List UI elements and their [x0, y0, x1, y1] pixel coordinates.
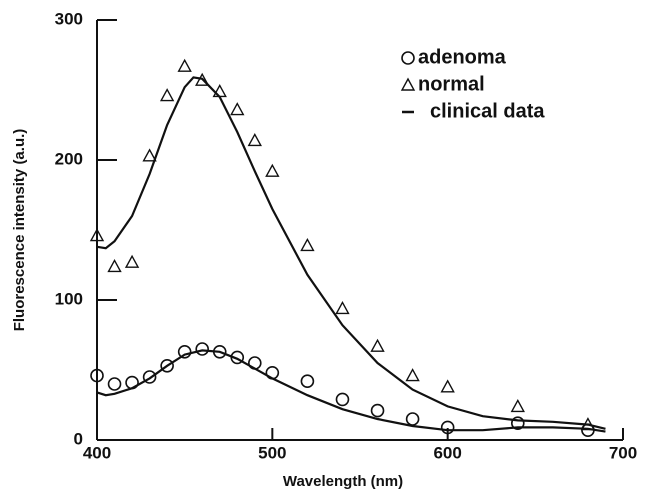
point	[159, 88, 175, 102]
point	[300, 237, 315, 252]
point	[142, 370, 157, 384]
y-tick-label: 200	[55, 149, 83, 168]
x-tick-label: 600	[433, 443, 461, 462]
x-axis-title: Wavelength (nm)	[283, 473, 403, 490]
point	[247, 132, 262, 147]
point	[510, 416, 525, 431]
point	[195, 342, 209, 356]
point	[335, 392, 350, 407]
point	[440, 420, 455, 435]
legend-label: normal	[418, 73, 485, 95]
point	[300, 374, 315, 389]
point	[405, 368, 420, 382]
point	[89, 228, 105, 242]
y-tick-label: 0	[74, 429, 83, 448]
point	[335, 300, 350, 315]
curve	[96, 76, 606, 430]
x-tick-label: 700	[609, 443, 637, 462]
y-tick-label: 300	[55, 9, 83, 28]
y-tick-label: 100	[55, 289, 83, 308]
point	[401, 51, 415, 65]
point	[160, 358, 174, 373]
point	[510, 398, 525, 413]
point	[370, 403, 385, 418]
curve	[96, 349, 606, 433]
point	[212, 83, 227, 98]
y-axis-title: Fluorescence intensity (a.u.)	[11, 129, 28, 332]
point	[107, 258, 122, 273]
x-tick-label: 400	[83, 443, 111, 462]
legend-label: clinical data	[430, 100, 545, 122]
point	[107, 377, 122, 391]
x-tick-label: 500	[258, 443, 286, 462]
point	[230, 102, 245, 116]
point	[90, 368, 104, 383]
point	[142, 148, 157, 162]
point	[177, 344, 192, 359]
point	[265, 163, 280, 177]
legend-label: adenoma	[418, 46, 507, 68]
point	[195, 72, 210, 86]
point	[177, 58, 192, 72]
point	[400, 77, 416, 91]
point	[405, 412, 420, 426]
point	[370, 338, 385, 352]
point	[124, 254, 140, 268]
point	[440, 379, 455, 393]
